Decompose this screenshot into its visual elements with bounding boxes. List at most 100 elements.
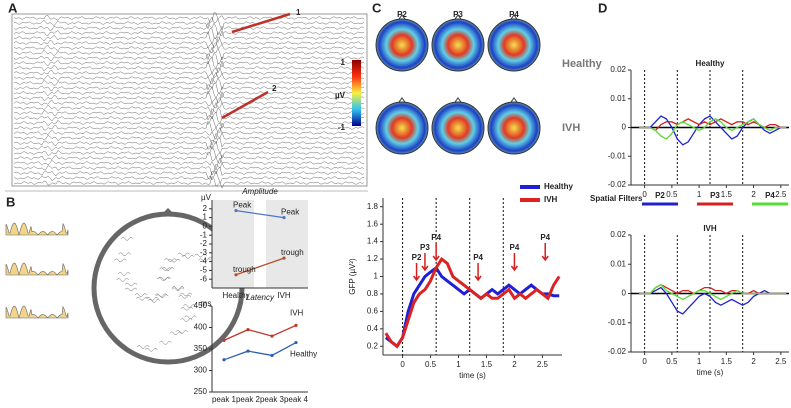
eeg-trace [13,42,365,54]
y-tick-label: 0.8 [367,289,379,298]
y-tick-label: -0.02 [608,347,627,356]
y-tick-label: 0 [203,222,208,231]
x-tick-label: peak 3 [260,395,285,404]
panel-label: D [598,0,607,15]
x-axis-label: time (s) [459,371,486,380]
y-tick-label: 0.01 [610,94,626,103]
row-label: IVH [562,122,580,134]
annotation: P2 [412,253,422,262]
nose [510,97,518,103]
eeg-trace [13,52,365,65]
annotation-arrow [510,253,519,272]
y-tick-label: 250 [194,387,208,396]
series-label: IVH [290,308,304,317]
x-tick-label: 1.5 [721,190,733,199]
x-axis-label: time (s) [697,368,724,377]
x-tick-label: 2.5 [537,360,549,369]
eeg-trace [13,127,365,140]
eeg-trace [13,22,365,36]
electrode-trace [124,282,138,287]
eeg-trace [13,83,365,94]
series-line [639,286,787,315]
nose [510,14,518,20]
electrode-trace [120,237,134,241]
electrode-trace [171,286,185,290]
annotation: P3 [420,243,430,252]
electrode-trace [159,341,172,345]
electrode-trace [116,278,129,282]
annotation-arrow [421,253,429,272]
y-tick-label: 1.2 [367,254,379,263]
chart-title: Healthy [696,59,725,68]
eeg-trace [13,102,365,116]
eeg-trace [13,97,365,109]
electrode-trace [146,297,159,301]
series-line [384,256,561,349]
point [270,353,274,358]
eeg-trace [13,162,365,176]
y-tick-label: 350 [194,344,208,353]
panel-label: B [6,194,15,209]
point [270,334,274,338]
colorbar-unit: µV [335,91,346,100]
y-tick-label: 0.02 [610,230,626,239]
point-label: Peak [233,201,252,210]
eeg-trace [13,132,365,146]
annotation: P4 [510,243,520,252]
topomap [487,18,541,72]
electrode-trace [198,258,211,262]
chart-title: IVH [703,224,717,233]
x-tick-label: 1 [697,357,702,366]
colorbar-label: -1 [338,123,346,132]
eeg-trace [13,46,365,61]
electrode-trace [158,276,171,281]
series-line [639,283,787,295]
annotation-arrow [412,263,421,282]
electrode-trace [177,252,190,257]
point [282,256,286,260]
point [294,340,298,345]
x-tick-label: 1 [697,190,702,199]
electrode-trace [178,295,192,299]
electrode-trace [135,296,149,301]
x-tick-label: 2.5 [775,357,787,366]
point-label: Peak [281,208,300,217]
x-tick-label: 1.5 [481,360,493,369]
y-tick-label: 0.6 [367,306,379,315]
x-tick-label: peak 2 [236,395,261,404]
series-line [223,324,297,341]
x-tick-label: 1.5 [721,357,733,366]
x-tick-label: Healthy [222,291,249,300]
x-tick-label: 2 [512,360,517,369]
y-axis-label: GFP (µV²) [348,258,357,295]
electrode-trace [180,318,193,322]
series-line [639,283,787,301]
colorbar-label: 1 [341,58,346,67]
point [282,216,286,220]
point [234,208,238,213]
legend-title: Spatial Filters [590,194,643,203]
waveforms [5,222,69,319]
y-tick-label: -3 [200,248,208,257]
nose [454,97,462,103]
eeg-trace [13,90,365,104]
eeg-trace [13,170,365,184]
shade [212,200,254,288]
x-tick-label: 0.5 [666,357,678,366]
annotation-arrow [474,263,482,282]
eeg-trace [13,151,365,164]
electrode-trace [164,258,177,262]
waveform [5,305,69,319]
annotation: P4 [431,233,441,242]
y-tick-label: 0.4 [367,324,379,333]
nose [160,208,176,216]
electrode-trace [137,345,150,349]
y-axis-label: µV [201,193,212,202]
y-tick-label: -6 [200,274,208,283]
chart-title: Latency [246,293,275,302]
electrode-trace [180,307,193,311]
x-tick-label: 0 [400,360,405,369]
y-tick-label: 1.8 [367,202,379,211]
arrow-label: 2 [272,84,277,93]
electrode-trace [118,252,131,257]
